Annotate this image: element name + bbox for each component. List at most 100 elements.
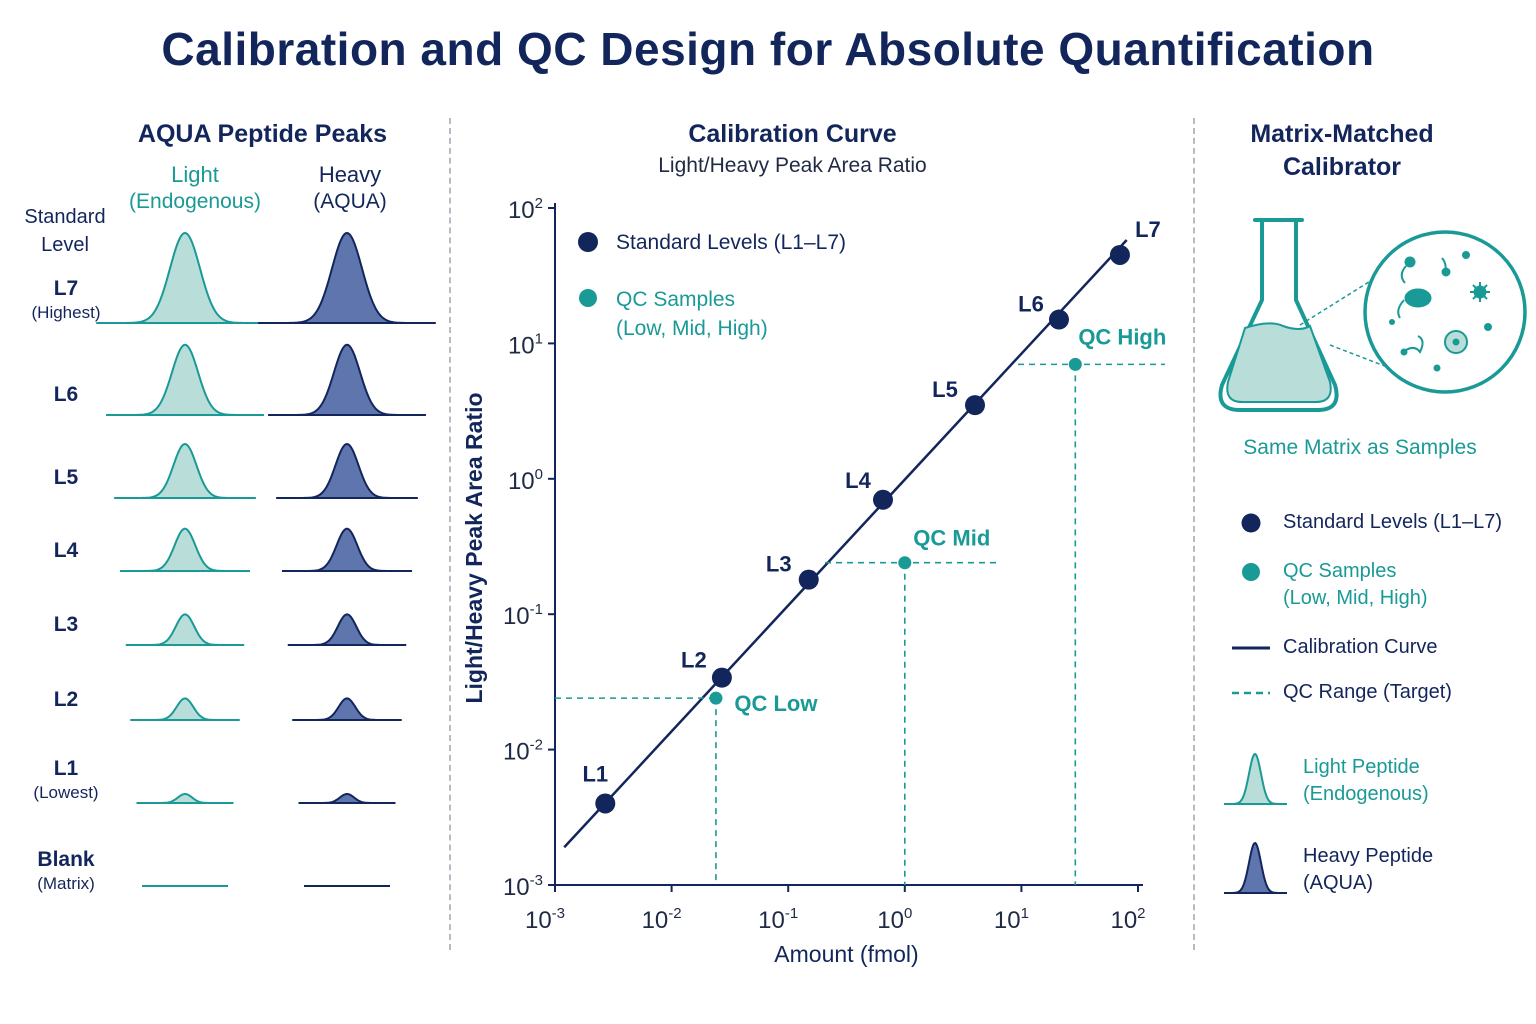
heavy-peak-l1 bbox=[310, 793, 384, 804]
legend-qc-icon bbox=[1242, 563, 1260, 581]
heavy-header-main: Heavy bbox=[318, 162, 382, 187]
right-legend-text: Standard Levels (L1–L7) bbox=[1283, 511, 1503, 533]
qc-point bbox=[898, 556, 912, 570]
heavy-column-header: Heavy (AQUA) bbox=[290, 161, 410, 215]
x-tick-exp: 0 bbox=[904, 905, 912, 922]
x-axis-label: Amount (fmol) bbox=[774, 941, 918, 967]
right-legend-subtext: (Low, Mid, High) bbox=[1283, 587, 1428, 609]
right-legend-graphics bbox=[1224, 513, 1287, 894]
level-label-l6: L6 bbox=[11, 383, 121, 407]
light-header-main: Light bbox=[171, 162, 219, 187]
light-header-sub: (Endogenous) bbox=[129, 190, 261, 213]
level-sub: (Lowest) bbox=[33, 783, 99, 802]
level-label-l7: L7 (Highest) bbox=[11, 277, 121, 325]
standard-point-l3 bbox=[798, 569, 819, 590]
standard-point-l1 bbox=[595, 793, 616, 814]
heavy-header-sub: (AQUA) bbox=[313, 190, 387, 213]
level-name: L3 bbox=[53, 613, 79, 636]
y-tick-base: 10 bbox=[503, 739, 530, 766]
page-title: Calibration and QC Design for Absolute Q… bbox=[161, 23, 1375, 75]
standard-point-label: L6 bbox=[1018, 292, 1044, 317]
chart-subtitle: Light/Heavy Peak Area Ratio bbox=[658, 154, 927, 177]
level-name: L4 bbox=[53, 539, 79, 562]
level-name: Blank bbox=[37, 848, 95, 871]
x-tick-label: 10-2 bbox=[642, 905, 682, 934]
peak-rows bbox=[96, 231, 436, 887]
right-legend-item-qc: QC Samples (Low, Mid, High) bbox=[1283, 558, 1428, 612]
y-tick-label: 101 bbox=[508, 330, 543, 359]
x-tick-base: 10 bbox=[877, 907, 904, 934]
x-tick-base: 10 bbox=[1110, 907, 1137, 934]
standard-point-label: L3 bbox=[766, 552, 792, 577]
legend-qc-sublabel: (Low, Mid, High) bbox=[616, 317, 768, 340]
y-tick-label: 102 bbox=[508, 195, 543, 224]
light-peak-l4 bbox=[131, 527, 239, 572]
right-legend-item-std: Standard Levels (L1–L7) bbox=[1283, 509, 1502, 536]
y-tick-label: 10-3 bbox=[503, 872, 543, 901]
y-tick-exp: -1 bbox=[530, 601, 543, 618]
standard-point-l7 bbox=[1109, 244, 1130, 265]
matrix-panel-title: Matrix-Matched Calibrator bbox=[1250, 120, 1434, 181]
heavy-peak-l7 bbox=[270, 231, 424, 324]
chart-title: Calibration Curve bbox=[688, 120, 897, 148]
flask-icon bbox=[1218, 218, 1339, 412]
x-tick-label: 10-3 bbox=[525, 905, 565, 934]
heavy-peak-l6 bbox=[280, 343, 414, 416]
standard-point-label: L2 bbox=[681, 648, 707, 673]
right-legend-item-heavy: Heavy Peptide (AQUA) bbox=[1303, 843, 1433, 897]
y-tick-base: 10 bbox=[503, 603, 530, 630]
y-tick-exp: -2 bbox=[530, 737, 543, 754]
level-sub: (Matrix) bbox=[37, 874, 95, 893]
level-sub: (Highest) bbox=[31, 303, 101, 322]
y-tick-label: 10-1 bbox=[503, 601, 543, 630]
divider-left bbox=[449, 118, 451, 950]
y-tick-exp: 2 bbox=[535, 195, 543, 212]
standard-point-l5 bbox=[965, 395, 986, 416]
light-peak-l2 bbox=[142, 697, 228, 721]
divider-right bbox=[1193, 118, 1195, 950]
right-legend-text: Light Peptide bbox=[1303, 756, 1420, 778]
right-legend-text: Heavy Peptide bbox=[1303, 845, 1434, 867]
x-tick-label: 10-1 bbox=[758, 905, 798, 934]
standard-point-label: L5 bbox=[932, 377, 958, 402]
x-tick-base: 10 bbox=[642, 907, 669, 934]
x-tick-exp: 2 bbox=[1137, 905, 1145, 922]
legend-qc-marker bbox=[579, 289, 597, 307]
right-legend-item-qcrange: QC Range (Target) bbox=[1283, 679, 1452, 706]
aqua-panel-title: AQUA Peptide Peaks bbox=[137, 120, 388, 148]
light-peak-l5 bbox=[126, 442, 244, 499]
heavy-peak-l3 bbox=[299, 613, 395, 646]
x-tick-base: 10 bbox=[758, 907, 785, 934]
light-peak-l6 bbox=[118, 343, 252, 416]
standard-point-label: L1 bbox=[582, 761, 608, 786]
matrix-particles-icon bbox=[1389, 251, 1492, 372]
level-name: L1 bbox=[53, 757, 79, 780]
right-legend-text: QC Samples bbox=[1283, 560, 1397, 582]
y-tick-label: 100 bbox=[508, 466, 543, 495]
level-name: L6 bbox=[53, 383, 79, 406]
x-tick-base: 10 bbox=[525, 907, 552, 934]
light-peak-l1 bbox=[148, 793, 222, 804]
right-legend-item-curve: Calibration Curve bbox=[1283, 634, 1438, 661]
right-legend-item-light: Light Peptide (Endogenous) bbox=[1303, 754, 1429, 808]
level-label-l3: L3 bbox=[11, 613, 121, 637]
x-tick-exp: -1 bbox=[785, 905, 798, 922]
same-matrix-caption: Same Matrix as Samples bbox=[1243, 436, 1477, 459]
standard-point-l2 bbox=[711, 667, 732, 688]
legend-qc-label: QC Samples bbox=[616, 288, 735, 311]
x-tick-label: 100 bbox=[877, 905, 912, 934]
flask-liquid bbox=[1226, 322, 1332, 403]
qc-point bbox=[1068, 357, 1082, 371]
x-tick-exp: 1 bbox=[1021, 905, 1029, 922]
standard-point-label: L4 bbox=[845, 468, 871, 493]
x-tick-label: 102 bbox=[1110, 905, 1145, 934]
light-peak-l7 bbox=[108, 231, 262, 324]
legend-standard-label: Standard Levels (L1–L7) bbox=[616, 231, 846, 254]
y-tick-base: 10 bbox=[508, 197, 535, 224]
magnifier-circle bbox=[1363, 230, 1527, 394]
level-label-l5: L5 bbox=[11, 466, 121, 490]
right-legend-subtext: (AQUA) bbox=[1303, 872, 1373, 894]
y-tick-exp: -3 bbox=[530, 872, 543, 889]
flask-illustration bbox=[1218, 218, 1527, 412]
light-column-header: Light (Endogenous) bbox=[125, 161, 265, 215]
